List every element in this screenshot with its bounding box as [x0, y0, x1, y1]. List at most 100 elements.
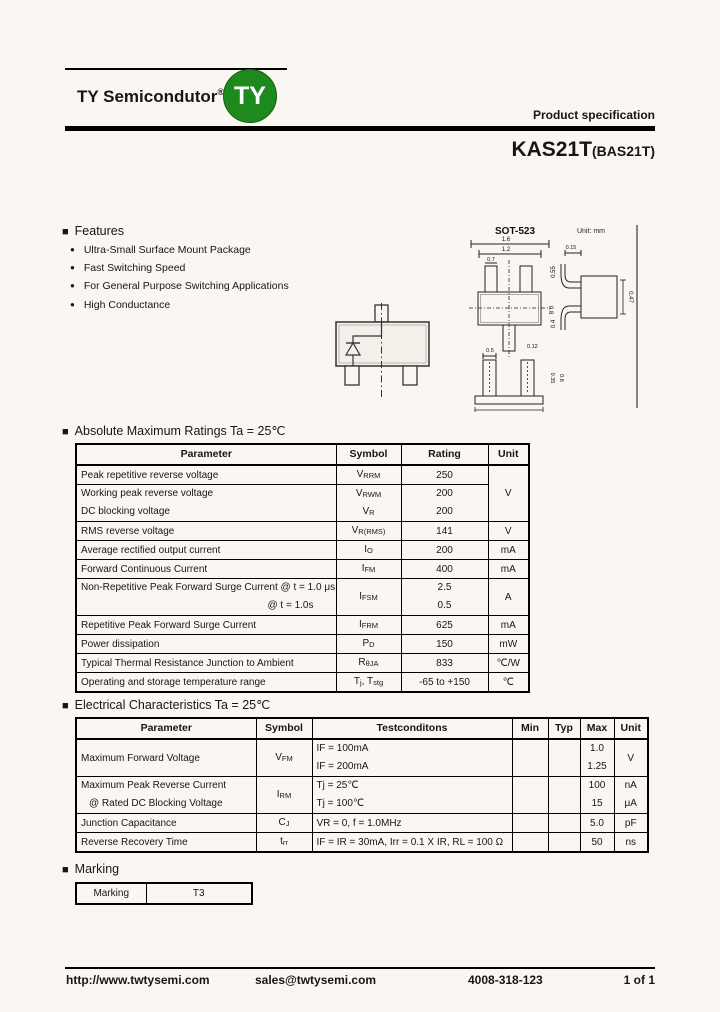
- marking-table: Marking T3: [75, 882, 253, 905]
- col-rating: Rating: [400, 443, 489, 466]
- bottom-right-pin: [402, 365, 418, 386]
- rating-cell: -65 to +150: [400, 672, 489, 693]
- features-title: Features: [74, 224, 124, 238]
- package-name: SOT-523: [495, 226, 535, 237]
- bullet-icon: ●: [70, 281, 75, 290]
- unit-cell: A: [487, 578, 530, 616]
- unit-cell: V: [613, 738, 649, 777]
- rating-cell: 2.5 0.5: [400, 578, 489, 616]
- parameter-cell: Non-Repetitive Peak Forward Surge Curren…: [75, 578, 337, 616]
- footer-phone: 4008-318-123: [468, 973, 543, 987]
- section-marker-icon: ■: [62, 426, 69, 438]
- typ-cell: [547, 738, 581, 777]
- parameter-cell: Repetitive Peak Forward Surge Current: [75, 615, 337, 635]
- table-row: Marking T3: [75, 882, 253, 905]
- max-cell: 5.0: [579, 813, 615, 833]
- col-parameter: Parameter: [75, 443, 337, 466]
- package-body-inner: [338, 324, 427, 364]
- dim-label: 1.6: [502, 237, 511, 243]
- symbol-cell: PD: [335, 634, 402, 654]
- unit-cell: ℃: [487, 672, 530, 693]
- col-min: Min: [511, 717, 549, 740]
- marking-label-cell: Marking: [75, 882, 147, 905]
- feature-text: High Conductance: [83, 299, 171, 311]
- parameter-cell: Average rectified output current: [75, 540, 337, 560]
- bottom-left-pin: [344, 365, 360, 386]
- brand-text: TY Semicondutor: [77, 87, 218, 106]
- table-row: RMS reverse voltage VR(RMS) 141 V: [75, 521, 530, 541]
- table-row: Reverse Recovery Time trr IF = IR = 30mA…: [75, 832, 649, 853]
- table-row: Operating and storage temperature range …: [75, 672, 530, 693]
- part-alias: (BAS21T): [591, 143, 655, 159]
- table-row: Average rectified output current IO 200 …: [75, 540, 530, 560]
- parameter-cell: Forward Continuous Current: [75, 559, 337, 579]
- symbol-cell: trr: [255, 832, 313, 853]
- spec-label: Product specification: [532, 108, 655, 122]
- abs-max-heading: ■ Absolute Maximum Ratings Ta = 25℃: [62, 423, 285, 438]
- symbol-cell: IRM: [255, 776, 313, 814]
- dim-label: 1.2: [502, 247, 511, 253]
- max-cell: 100 15: [579, 776, 615, 814]
- wire: [352, 322, 383, 343]
- rating-cell: 625: [400, 615, 489, 635]
- dim-label: 0.47: [627, 291, 633, 303]
- parameter-cell: Maximum Forward Voltage: [75, 738, 257, 777]
- feature-item: ● For General Purpose Switching Applicati…: [70, 280, 289, 292]
- conditions-cell: IF = 100mA IF = 200mA: [311, 738, 513, 777]
- dim-label: 0.8: [547, 306, 553, 315]
- min-cell: [511, 738, 549, 777]
- marking-heading: ■ Marking: [62, 862, 119, 876]
- rating-cell: 833: [400, 653, 489, 673]
- unit-cell: V: [487, 521, 530, 541]
- elec-heading: ■ Electrical Characteristics Ta = 25℃: [62, 697, 270, 712]
- unit-cell: nA μA: [613, 776, 649, 814]
- rating-cell: 400: [400, 559, 489, 579]
- table-row: Forward Continuous Current IFM 400 mA: [75, 559, 530, 579]
- symbol-cell: VRWM VR: [335, 484, 402, 522]
- col-unit: Unit: [487, 443, 530, 466]
- section-marker-icon: ■: [62, 864, 69, 876]
- parameter-cell: Reverse Recovery Time: [75, 832, 257, 853]
- min-cell: [511, 832, 549, 853]
- table-row: Peak repetitive reverse voltage VRRM 250…: [75, 464, 530, 522]
- feature-text: Fast Switching Speed: [83, 262, 186, 274]
- table-header-row: Parameter Symbol Testconditons Min Typ M…: [75, 717, 649, 740]
- feature-item: ● Fast Switching Speed: [70, 262, 185, 274]
- col-typ: Typ: [547, 717, 581, 740]
- conditions-cell: IF = IR = 30mA, Irr = 0.1 X IR, RL = 100…: [311, 832, 513, 853]
- page-title: KAS21T(BAS21T): [511, 138, 655, 162]
- features-heading: ■ Features: [62, 224, 124, 238]
- registered-mark-icon: ®: [217, 87, 225, 97]
- dim-label: 0.35: [549, 373, 555, 384]
- marking-title: Marking: [74, 862, 120, 876]
- dim-label: 0.8: [558, 374, 564, 382]
- parameter-cell: Maximum Peak Reverse Current @ Rated DC B…: [75, 776, 257, 814]
- side-view: [560, 250, 626, 330]
- elec-table: Parameter Symbol Testconditons Min Typ M…: [75, 717, 649, 853]
- dim-label: 0.15: [566, 245, 577, 251]
- symbol-cell: IFM: [335, 559, 402, 579]
- col-conditions: Testconditons: [311, 717, 513, 740]
- bullet-icon: ●: [70, 245, 75, 254]
- footer-email: sales@twtysemi.com: [255, 973, 377, 987]
- rating-cell: 150: [400, 634, 489, 654]
- col-symbol: Symbol: [335, 443, 402, 466]
- brand-name: TY Semicondutor®: [77, 87, 224, 107]
- parameter-cell: RMS reverse voltage: [75, 521, 337, 541]
- table-row: Working peak reverse voltage DC blocking …: [75, 484, 529, 522]
- symbol-cell: IFSM: [335, 578, 402, 616]
- footer-page-number: 1 of 1: [623, 973, 655, 987]
- conditions-cell: Tj = 25℃ Tj = 100℃: [311, 776, 513, 814]
- unit-cell: mA: [487, 615, 530, 635]
- min-cell: [511, 776, 549, 814]
- table-row: Typical Thermal Resistance Junction to A…: [75, 653, 530, 673]
- unit-cell: ns: [613, 832, 649, 853]
- feature-item: ● High Conductance: [70, 299, 170, 311]
- max-cell: 50: [579, 832, 615, 853]
- table-header-row: Parameter Symbol Rating Unit: [75, 443, 530, 466]
- sot523-package-drawing: SOT-523 Unit: mm 1.6 1.2 0.7 0.8 0.12: [469, 225, 638, 412]
- parameter-cell: Power dissipation: [75, 634, 337, 654]
- parameter-cell: Junction Capacitance: [75, 813, 257, 833]
- brand-logo-icon: TY: [223, 69, 277, 123]
